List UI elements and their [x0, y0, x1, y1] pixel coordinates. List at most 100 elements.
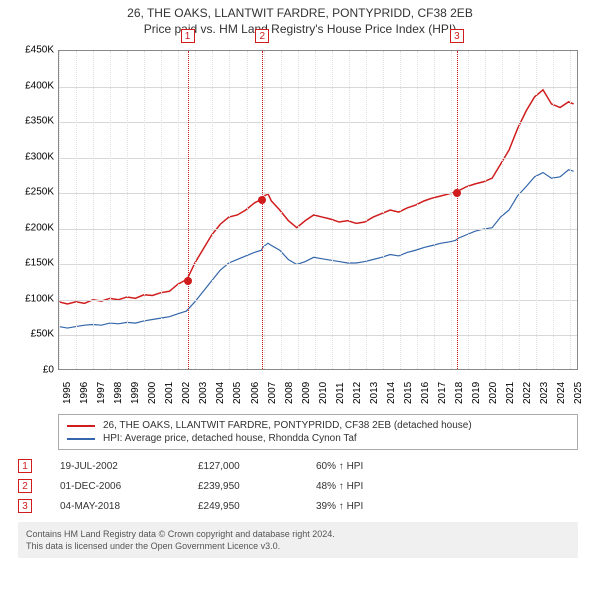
x-tick-label: 2003: [198, 382, 209, 404]
x-tick-label: 2008: [284, 382, 295, 404]
legend-row: HPI: Average price, detached house, Rhon…: [67, 432, 569, 445]
gridline-v: [536, 51, 537, 369]
transaction-price: £239,950: [198, 481, 288, 492]
gridline-h: [59, 122, 577, 123]
sale-marker-dot: [184, 277, 192, 285]
gridline-v: [485, 51, 486, 369]
x-axis-labels: 1995199619971998199920002001200220032004…: [58, 374, 578, 414]
x-tick-label: 2005: [232, 382, 243, 404]
x-tick-label: 2022: [522, 382, 533, 404]
x-tick-label: 2019: [471, 382, 482, 404]
legend-row: 26, THE OAKS, LLANTWIT FARDRE, PONTYPRID…: [67, 419, 569, 432]
sale-marker-box: 3: [450, 29, 464, 43]
gridline-v: [570, 51, 571, 369]
gridline-v: [400, 51, 401, 369]
x-tick-label: 2025: [573, 382, 584, 404]
title-line-2: Price paid vs. HM Land Registry's House …: [10, 22, 590, 36]
footer-line-1: Contains HM Land Registry data © Crown c…: [26, 528, 570, 540]
plot-area: 123: [58, 50, 578, 370]
gridline-v: [195, 51, 196, 369]
x-tick-label: 1996: [79, 382, 90, 404]
transaction-marker: 1: [18, 459, 32, 473]
x-tick-label: 2020: [488, 382, 499, 404]
gridline-v: [281, 51, 282, 369]
gridline-v: [417, 51, 418, 369]
sale-marker-box: 2: [255, 29, 269, 43]
x-tick-label: 2011: [335, 382, 346, 404]
gridline-v: [59, 51, 60, 369]
legend-swatch: [67, 425, 95, 427]
transaction-date: 04-MAY-2018: [60, 501, 170, 512]
y-axis-labels: £0£50K£100K£150K£200K£250K£300K£350K£400…: [10, 50, 56, 370]
title-line-1: 26, THE OAKS, LLANTWIT FARDRE, PONTYPRID…: [10, 6, 590, 20]
footer-attribution: Contains HM Land Registry data © Crown c…: [18, 522, 578, 558]
transaction-row: 3 04-MAY-2018 £249,950 39% ↑ HPI: [18, 496, 578, 516]
transaction-delta: 39% ↑ HPI: [316, 501, 416, 512]
gridline-h: [59, 229, 577, 230]
legend-label: 26, THE OAKS, LLANTWIT FARDRE, PONTYPRID…: [103, 420, 472, 431]
gridline-v: [468, 51, 469, 369]
x-tick-label: 2018: [454, 382, 465, 404]
x-tick-label: 2002: [181, 382, 192, 404]
gridline-v: [332, 51, 333, 369]
x-tick-label: 2010: [318, 382, 329, 404]
transaction-delta: 48% ↑ HPI: [316, 481, 416, 492]
gridline-v: [366, 51, 367, 369]
transaction-marker: 3: [18, 499, 32, 513]
gridline-v: [229, 51, 230, 369]
gridline-v: [161, 51, 162, 369]
x-tick-label: 1999: [130, 382, 141, 404]
y-tick-label: £300K: [25, 151, 54, 162]
gridline-v: [315, 51, 316, 369]
legend-swatch: [67, 438, 95, 440]
x-tick-label: 2023: [539, 382, 550, 404]
x-tick-label: 2012: [352, 382, 363, 404]
y-tick-label: £400K: [25, 80, 54, 91]
x-tick-label: 2015: [403, 382, 414, 404]
gridline-v: [434, 51, 435, 369]
x-tick-label: 2004: [215, 382, 226, 404]
footer-line-2: This data is licensed under the Open Gov…: [26, 540, 570, 552]
transaction-delta: 60% ↑ HPI: [316, 461, 416, 472]
gridline-h: [59, 193, 577, 194]
sale-marker-box: 1: [181, 29, 195, 43]
gridline-v: [553, 51, 554, 369]
gridline-v: [93, 51, 94, 369]
x-tick-label: 2006: [250, 382, 261, 404]
x-tick-label: 1995: [62, 382, 73, 404]
gridline-v: [212, 51, 213, 369]
x-tick-label: 2024: [556, 382, 567, 404]
x-tick-label: 2014: [386, 382, 397, 404]
x-tick-label: 2013: [369, 382, 380, 404]
gridline-v: [76, 51, 77, 369]
gridline-v: [144, 51, 145, 369]
transaction-marker: 2: [18, 479, 32, 493]
y-tick-label: £450K: [25, 45, 54, 56]
line-chart-svg: [59, 51, 577, 369]
sale-marker-dot: [453, 189, 461, 197]
x-tick-label: 1997: [96, 382, 107, 404]
gridline-v: [110, 51, 111, 369]
gridline-v: [264, 51, 265, 369]
transaction-date: 01-DEC-2006: [60, 481, 170, 492]
gridline-v: [127, 51, 128, 369]
title-block: 26, THE OAKS, LLANTWIT FARDRE, PONTYPRID…: [0, 0, 600, 38]
gridline-v: [451, 51, 452, 369]
x-tick-label: 1998: [113, 382, 124, 404]
legend: 26, THE OAKS, LLANTWIT FARDRE, PONTYPRID…: [58, 414, 578, 450]
x-tick-label: 2009: [301, 382, 312, 404]
transaction-price: £249,950: [198, 501, 288, 512]
sale-marker-dot: [258, 196, 266, 204]
x-tick-label: 2017: [437, 382, 448, 404]
sale-marker-vline: [262, 51, 263, 369]
y-tick-label: £100K: [25, 293, 54, 304]
gridline-h: [59, 158, 577, 159]
sale-marker-vline: [188, 51, 189, 369]
x-tick-label: 2001: [164, 382, 175, 404]
transaction-row: 119-JUL-2002£127,00060% ↑ HPI: [18, 456, 578, 476]
x-tick-label: 2016: [420, 382, 431, 404]
gridline-v: [383, 51, 384, 369]
transaction-row: 2 01-DEC-2006 £239,950 48% ↑ HPI: [18, 476, 578, 496]
x-tick-label: 2007: [267, 382, 278, 404]
y-tick-label: £150K: [25, 258, 54, 269]
